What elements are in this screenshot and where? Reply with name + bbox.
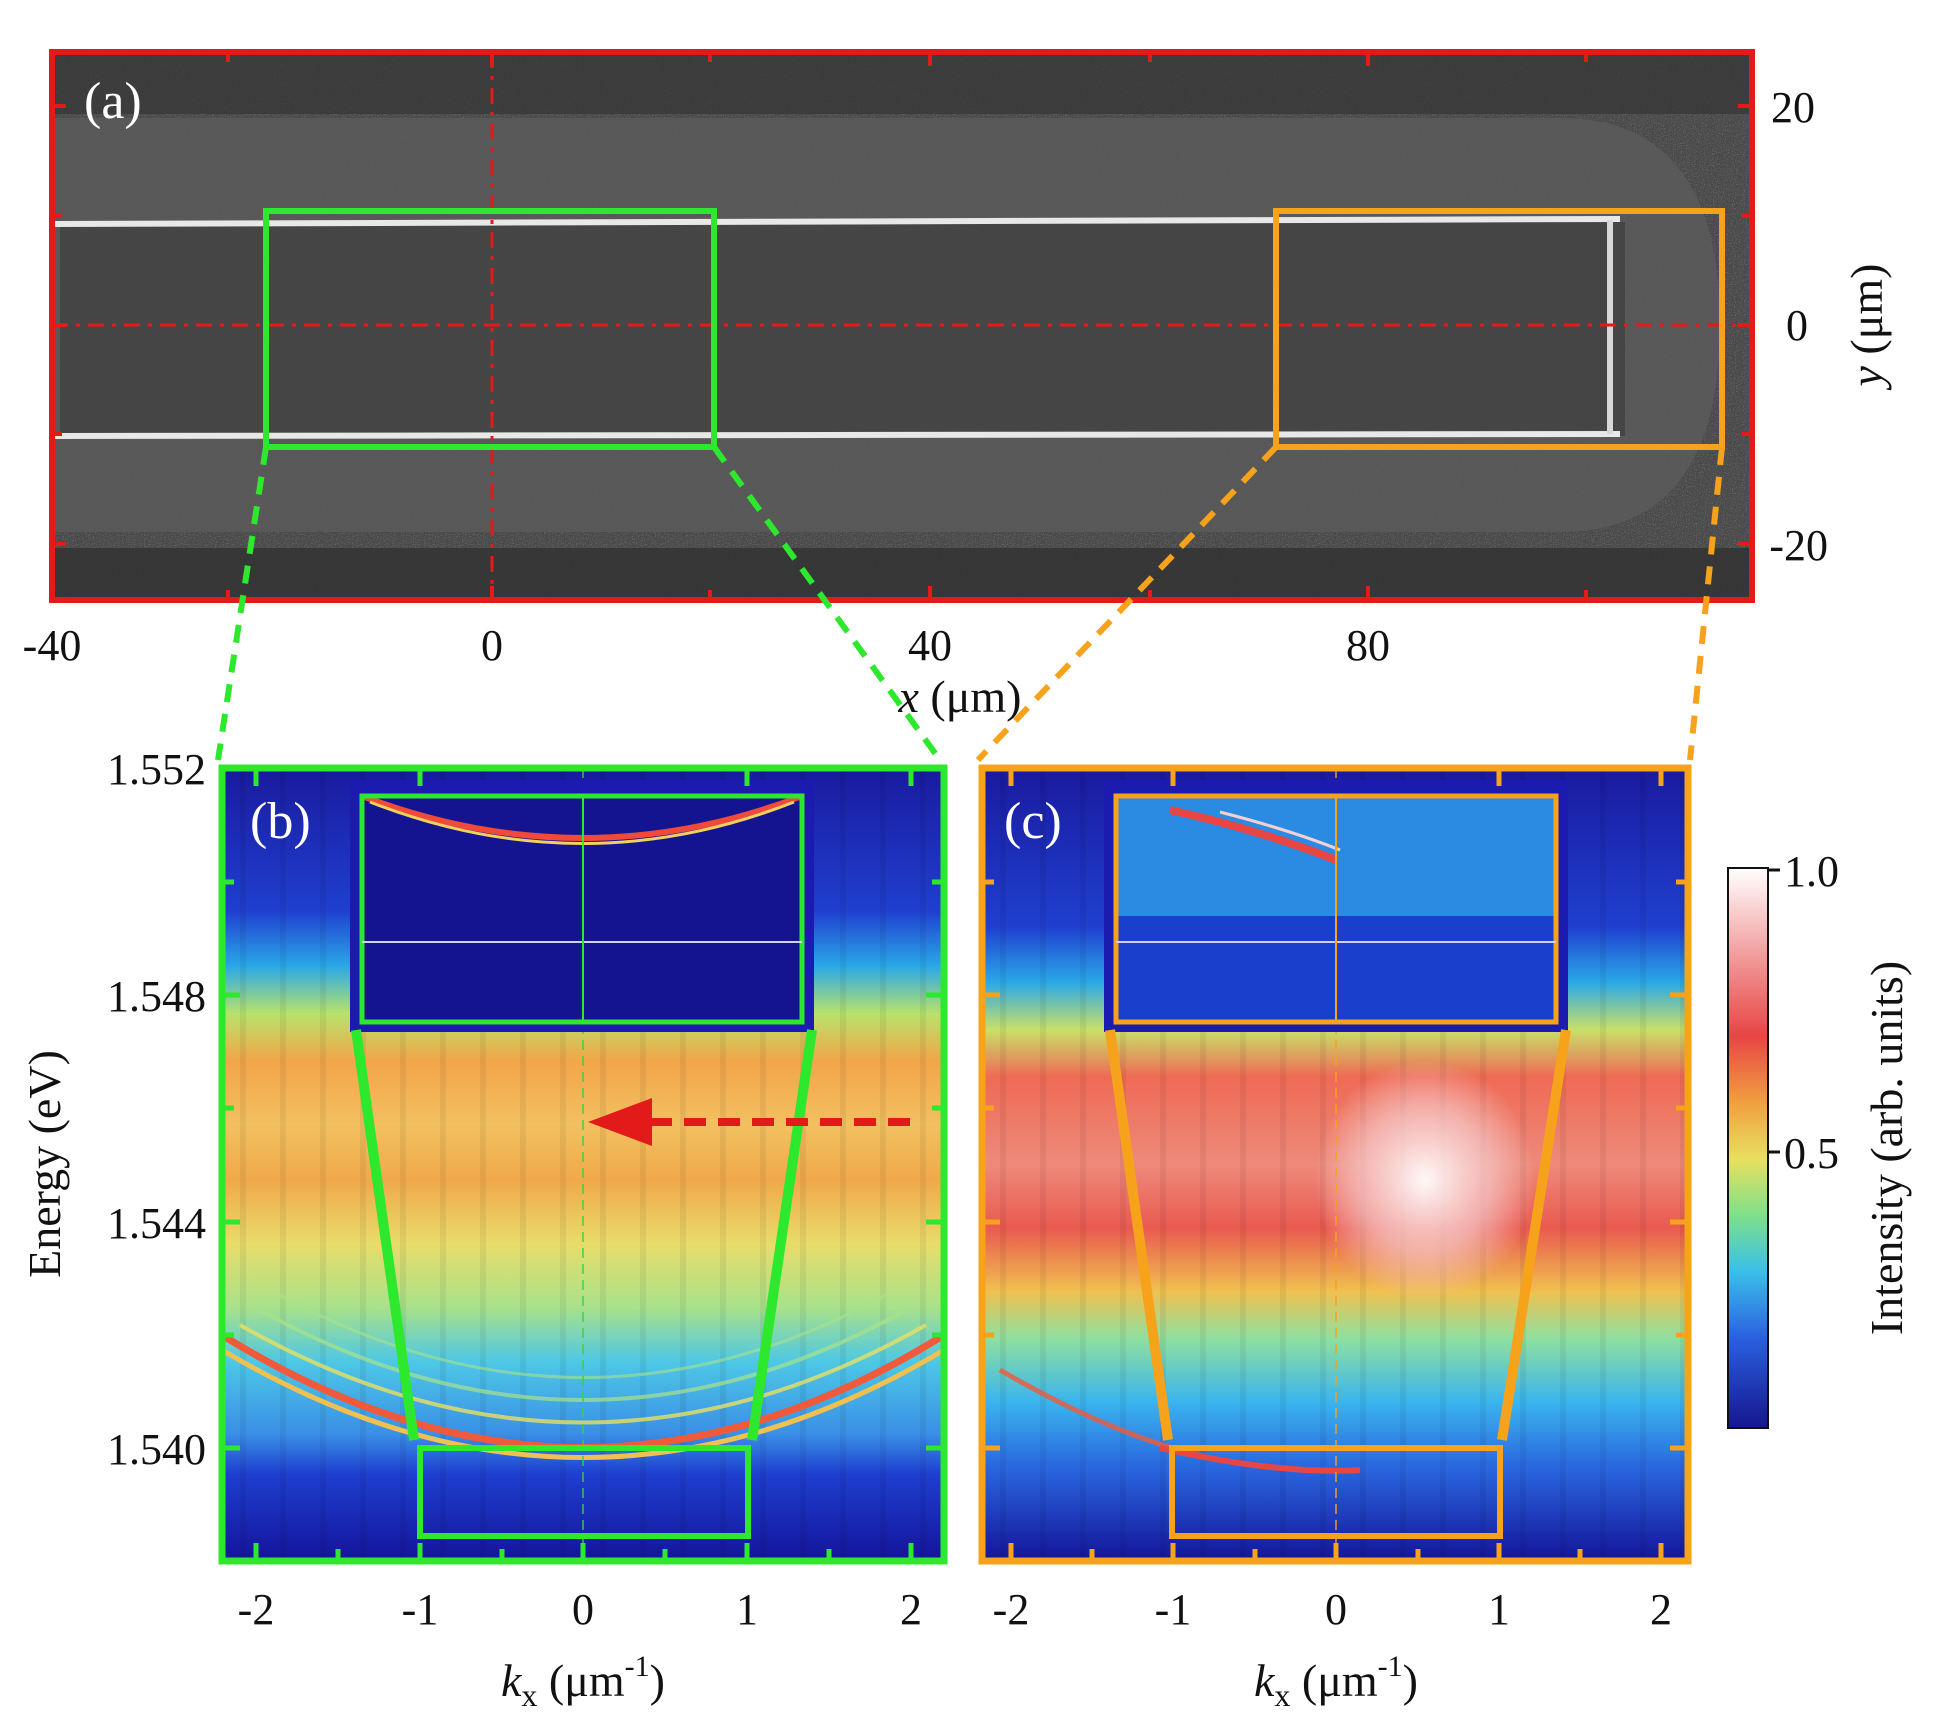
red-arrow-head [588,1098,652,1146]
panel-c-xtick: 2 [1650,1585,1672,1634]
panel-a-label: (a) [84,73,142,130]
panel-a-xtick: 0 [481,621,503,670]
panel-b-xlabel: kx (μm-1) [501,1650,665,1713]
zoom-region-b [417,1445,751,1539]
zoom-region-c [1169,1445,1503,1539]
panel-a-ytick: 0 [1786,301,1808,350]
panel-a-ytick: 20 [1771,83,1815,132]
panel-b-ytick: 1.548 [107,972,206,1021]
panel-b-xtick: 0 [572,1585,594,1634]
panel-a-ytick: -20 [1769,521,1828,570]
zoom-connectors [215,444,1725,763]
panel-a-ticks [52,52,1752,600]
orange-region-box [1273,208,1725,450]
panel-b-ytick: 1.540 [107,1425,206,1474]
panel-b-xtick: -1 [402,1585,439,1634]
panel-c-xtick: 1 [1488,1585,1510,1634]
panel-b: (b) 1.552 1.548 1.544 1.540 -2 -1 0 1 2 … [19,745,948,1713]
panel-a-ylabel: y (μm) [1841,263,1892,390]
wire-top-edge [54,216,1621,227]
panel-b-label: (b) [250,793,311,850]
colorbar-tick: 0.5 [1784,1129,1839,1178]
panel-a-xtick: -40 [23,621,82,670]
panel-c-ticks [982,768,1688,1561]
panel-b-ticks [222,765,944,1561]
colorbar-gradient [1727,867,1769,1429]
panel-b-xtick: 1 [736,1585,758,1634]
panel-b-ytick: 1.544 [107,1199,206,1248]
panel-c-xlabel: kx (μm-1) [1254,1650,1418,1713]
panel-a-xtick: 40 [908,621,952,670]
colorbar: 1.0 0.5 Intensity (arb. units) [1727,847,1912,1429]
colorbar-label: Intensity (arb. units) [1861,961,1912,1335]
panel-b-ytick: 1.552 [107,745,206,794]
panel-b-xtick: -2 [238,1585,275,1634]
panel-c-xtick: 0 [1325,1585,1347,1634]
wire-core [60,222,1625,436]
panel-c-xtick: -2 [993,1585,1030,1634]
panel-a-xtick: 80 [1346,621,1390,670]
panel-a: (a) -40 0 40 80 20 0 -20 x (μm) y (μm) [23,49,1892,722]
panel-c-label: (c) [1004,793,1062,850]
green-region-box [263,208,717,450]
panel-b-ylabel: Energy (eV) [19,1050,70,1278]
panel-c: (c) -2 -1 0 1 2 kx (μm-1) [978,764,1692,1713]
wire-bottom-edge [54,431,1621,439]
panel-b-xtick: 2 [900,1585,922,1634]
panel-a-xlabel: x (μm) [897,671,1021,722]
colorbar-tick: 1.0 [1784,847,1839,896]
panel-c-xtick: -1 [1155,1585,1192,1634]
